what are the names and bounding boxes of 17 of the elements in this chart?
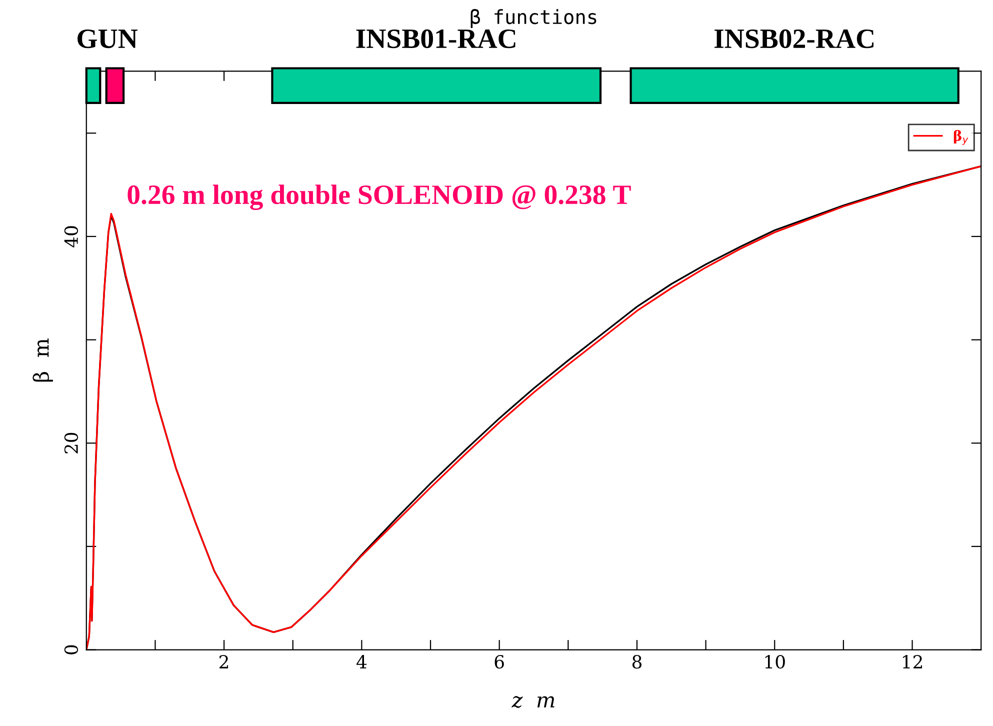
chart-title: β functions	[470, 9, 596, 28]
x-tick-label: 2	[220, 654, 228, 668]
annotation: 0.26 m long double SOLENOID @ 0.238 T	[128, 184, 631, 210]
x-tick-label: 4	[356, 654, 367, 668]
x-tick-label: 8	[632, 654, 642, 669]
band-label: INSB02-RAC	[714, 29, 874, 48]
x-tick-label: 6	[494, 654, 504, 669]
y-tick-label: 0	[64, 645, 78, 654]
x-tick-label: 10	[765, 654, 785, 669]
y-axis-title: β m	[32, 338, 53, 382]
x-tick-label: 12	[902, 654, 922, 668]
y-tick-label: 40	[64, 226, 78, 248]
legend-label: β$_{y}$	[954, 130, 968, 145]
y-tick-label: 20	[64, 432, 78, 454]
band-label: GUN	[78, 29, 138, 48]
band-label: INSB01-RAC	[356, 29, 516, 48]
x-axis-title: z m	[512, 696, 554, 708]
